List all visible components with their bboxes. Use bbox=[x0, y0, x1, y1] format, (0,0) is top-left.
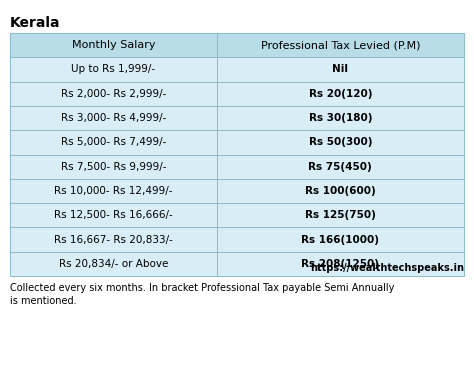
Text: Professional Tax Levied (P.M): Professional Tax Levied (P.M) bbox=[261, 40, 420, 50]
Text: Rs 100(600): Rs 100(600) bbox=[305, 186, 376, 196]
Bar bbox=[217, 33, 464, 57]
Bar bbox=[10, 154, 217, 179]
Text: Rs 10,000- Rs 12,499/-: Rs 10,000- Rs 12,499/- bbox=[54, 186, 173, 196]
Text: Rs 125(750): Rs 125(750) bbox=[305, 210, 376, 220]
Text: Rs 20(120): Rs 20(120) bbox=[309, 89, 372, 99]
Text: Nil: Nil bbox=[332, 65, 348, 74]
Bar bbox=[217, 154, 464, 179]
Bar bbox=[10, 252, 217, 276]
Text: Collected every six months. In bracket Professional Tax payable Semi Annually
is: Collected every six months. In bracket P… bbox=[10, 283, 394, 306]
Text: https://wealthtechspeaks.in: https://wealthtechspeaks.in bbox=[310, 263, 464, 273]
Text: Rs 7,500- Rs 9,999/-: Rs 7,500- Rs 9,999/- bbox=[61, 161, 166, 172]
Text: Rs 166(1000): Rs 166(1000) bbox=[301, 235, 379, 244]
Text: Monthly Salary: Monthly Salary bbox=[72, 40, 155, 50]
Bar bbox=[10, 203, 217, 228]
Bar bbox=[217, 228, 464, 252]
Bar bbox=[10, 57, 217, 82]
Bar bbox=[217, 57, 464, 82]
Bar bbox=[217, 179, 464, 203]
Bar bbox=[10, 130, 217, 154]
Text: Rs 5,000- Rs 7,499/-: Rs 5,000- Rs 7,499/- bbox=[61, 137, 166, 147]
Bar bbox=[217, 130, 464, 154]
Text: Rs 50(300): Rs 50(300) bbox=[309, 137, 372, 147]
Text: Rs 2,000- Rs 2,999/-: Rs 2,000- Rs 2,999/- bbox=[61, 89, 166, 99]
Bar bbox=[10, 106, 217, 130]
Text: Rs 208(1250): Rs 208(1250) bbox=[301, 259, 379, 269]
Text: Rs 3,000- Rs 4,999/-: Rs 3,000- Rs 4,999/- bbox=[61, 113, 166, 123]
Bar bbox=[217, 203, 464, 228]
Bar bbox=[10, 179, 217, 203]
Text: Rs 75(450): Rs 75(450) bbox=[309, 161, 372, 172]
Bar bbox=[217, 106, 464, 130]
Text: Rs 30(180): Rs 30(180) bbox=[309, 113, 372, 123]
Bar bbox=[217, 82, 464, 106]
Bar bbox=[10, 228, 217, 252]
Bar bbox=[217, 252, 464, 276]
Bar bbox=[10, 33, 217, 57]
Text: Up to Rs 1,999/-: Up to Rs 1,999/- bbox=[71, 65, 155, 74]
Text: Rs 12,500- Rs 16,666/-: Rs 12,500- Rs 16,666/- bbox=[54, 210, 173, 220]
Text: Rs 20,834/- or Above: Rs 20,834/- or Above bbox=[59, 259, 168, 269]
Text: Rs 16,667- Rs 20,833/-: Rs 16,667- Rs 20,833/- bbox=[54, 235, 173, 244]
Bar bbox=[10, 82, 217, 106]
Text: Kerala: Kerala bbox=[10, 16, 61, 30]
